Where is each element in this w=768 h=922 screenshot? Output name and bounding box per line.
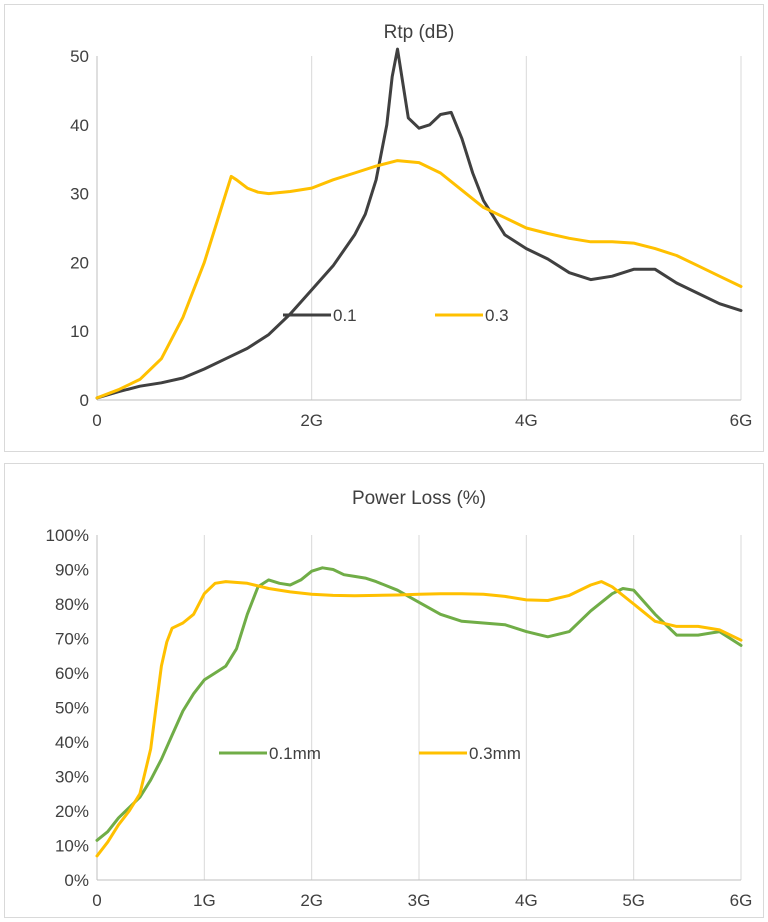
power-loss-y-tick-label: 100% (46, 526, 89, 545)
power-loss-y-tick-label: 20% (55, 802, 89, 821)
rtp-y-tick-label: 20 (70, 253, 89, 272)
rtp-legend-label: 0.3 (485, 306, 509, 325)
rtp-y-tick-label: 40 (70, 116, 89, 135)
power-loss-x-tick-label: 6G (730, 891, 753, 910)
power-loss-series-line-03mm (95, 580, 743, 858)
power-loss-x-tick-label: 4G (515, 891, 538, 910)
rtp-x-tick-label: 4G (515, 411, 538, 430)
power-loss-y-tick-label: 10% (55, 837, 89, 856)
power-loss-y-tick-label: 90% (55, 561, 89, 580)
rtp-x-tick-label: 0 (92, 411, 101, 430)
power-loss-x-tick-label: 1G (193, 891, 216, 910)
power-loss-y-tick-label: 60% (55, 664, 89, 683)
rtp-x-tick-label: 6G (730, 411, 753, 430)
power-loss-x-tick-label: 0 (92, 891, 101, 910)
power-loss-chart-title: Power Loss (%) (352, 488, 486, 509)
power-loss-chart: Power Loss (%) 0% 10% 20% 30% 40% 50% 60% 70% 80%… (4, 463, 764, 918)
power-loss-chart-svg: Power Loss (%) 0% 10% 20% 30% 40% 50% 60% 70% 80%… (46, 488, 753, 910)
power-loss-x-tick-label: 3G (408, 891, 431, 910)
rtp-legend-label: 0.1 (333, 306, 357, 325)
power-loss-y-tick-label: 50% (55, 699, 89, 718)
rtp-chart-title: Rtp (dB) (384, 22, 455, 43)
rtp-series-line-03 (95, 159, 743, 400)
power-loss-y-tick-label: 40% (55, 733, 89, 752)
power-loss-y-tick-label: 0% (64, 871, 89, 890)
power-loss-series-line-01mm (95, 566, 743, 842)
rtp-chart: Rtp (dB) 0 10 20 30 40 50 0 2G 4G 6G 0.1 0.3 (4, 4, 764, 452)
rtp-x-tick-label: 2G (300, 411, 323, 430)
rtp-y-tick-label: 30 (70, 185, 89, 204)
rtp-chart-svg: Rtp (dB) 0 10 20 30 40 50 0 2G 4G 6G 0.1 0.3 (70, 22, 753, 430)
rtp-y-tick-label: 50 (70, 47, 89, 66)
power-loss-x-tick-label: 5G (622, 891, 645, 910)
power-loss-legend-label: 0.3mm (469, 744, 521, 763)
power-loss-y-tick-label: 70% (55, 630, 89, 649)
power-loss-x-tick-label: 2G (300, 891, 323, 910)
power-loss-y-tick-label: 30% (55, 768, 89, 787)
power-loss-y-tick-label: 80% (55, 595, 89, 614)
rtp-y-tick-label: 10 (70, 322, 89, 341)
rtp-series-line-01 (95, 47, 743, 400)
power-loss-legend-label: 0.1mm (269, 744, 321, 763)
rtp-y-tick-label: 0 (80, 391, 89, 410)
